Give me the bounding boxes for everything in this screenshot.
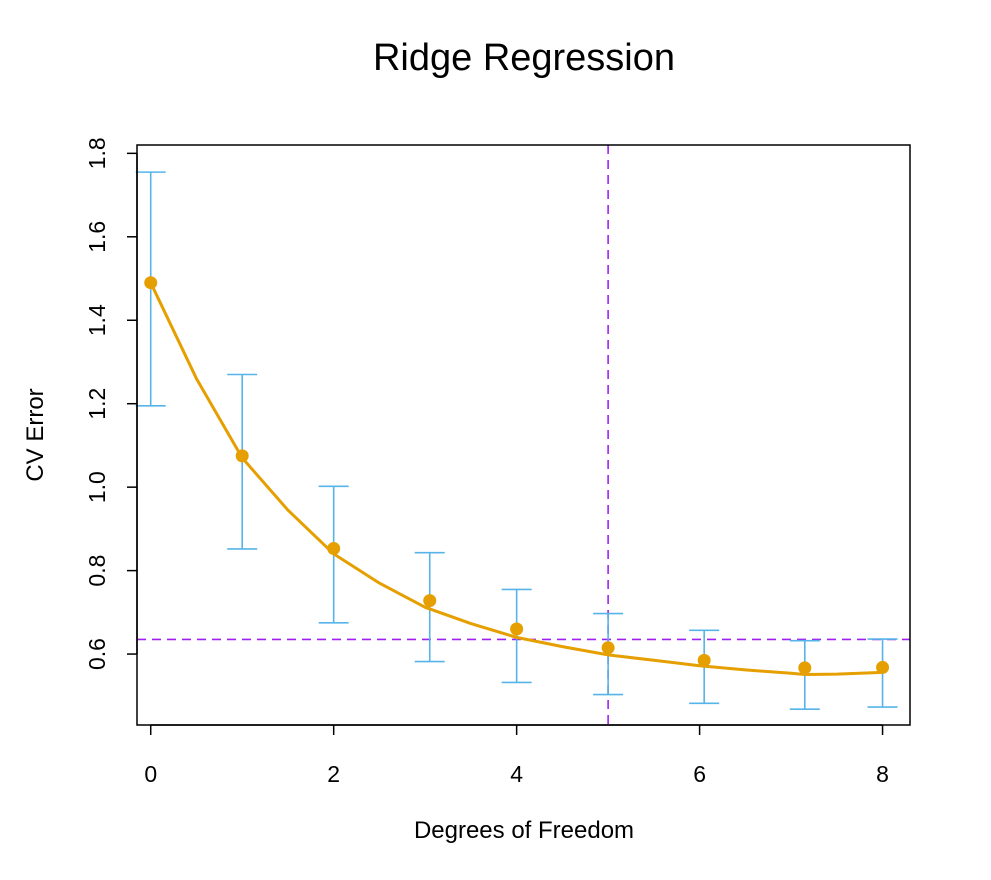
fitted-curve-layer	[149, 281, 885, 676]
x-axis: 0 2 4 6 8	[144, 724, 889, 787]
x-tick-label-0: 0	[144, 761, 157, 787]
data-point-8	[876, 660, 890, 674]
x-tick-label-2: 4	[510, 761, 523, 787]
chart-title: Ridge Regression	[373, 37, 675, 79]
y-axis-label: CV Error	[22, 388, 49, 481]
y-tick-label-0: 0.6	[84, 638, 110, 670]
y-tick-label-2: 1.0	[84, 471, 110, 503]
x-tick-label-4: 8	[876, 761, 889, 787]
data-point-5	[601, 641, 615, 655]
data-point-3	[423, 594, 437, 608]
data-points	[144, 276, 890, 675]
x-tick-label-3: 6	[693, 761, 706, 787]
data-point-6	[697, 653, 711, 667]
y-axis: 0.6 0.8 1.0 1.2 1.4 1.6 1.8	[84, 137, 138, 670]
data-point-7	[798, 661, 812, 675]
x-tick-label-1: 2	[327, 761, 340, 787]
data-point-4	[510, 622, 524, 636]
x-axis-label: Degrees of Freedom	[414, 817, 634, 844]
y-tick-label-5: 1.6	[84, 221, 110, 253]
y-tick-label-1: 0.8	[84, 555, 110, 587]
fitted-curve	[149, 281, 885, 676]
data-point-1	[235, 449, 249, 463]
data-point-2	[327, 541, 341, 555]
y-tick-label-3: 1.2	[84, 388, 110, 420]
y-tick-label-4: 1.4	[84, 304, 110, 336]
y-tick-label-6: 1.8	[84, 137, 110, 169]
data-point-0	[144, 276, 158, 290]
